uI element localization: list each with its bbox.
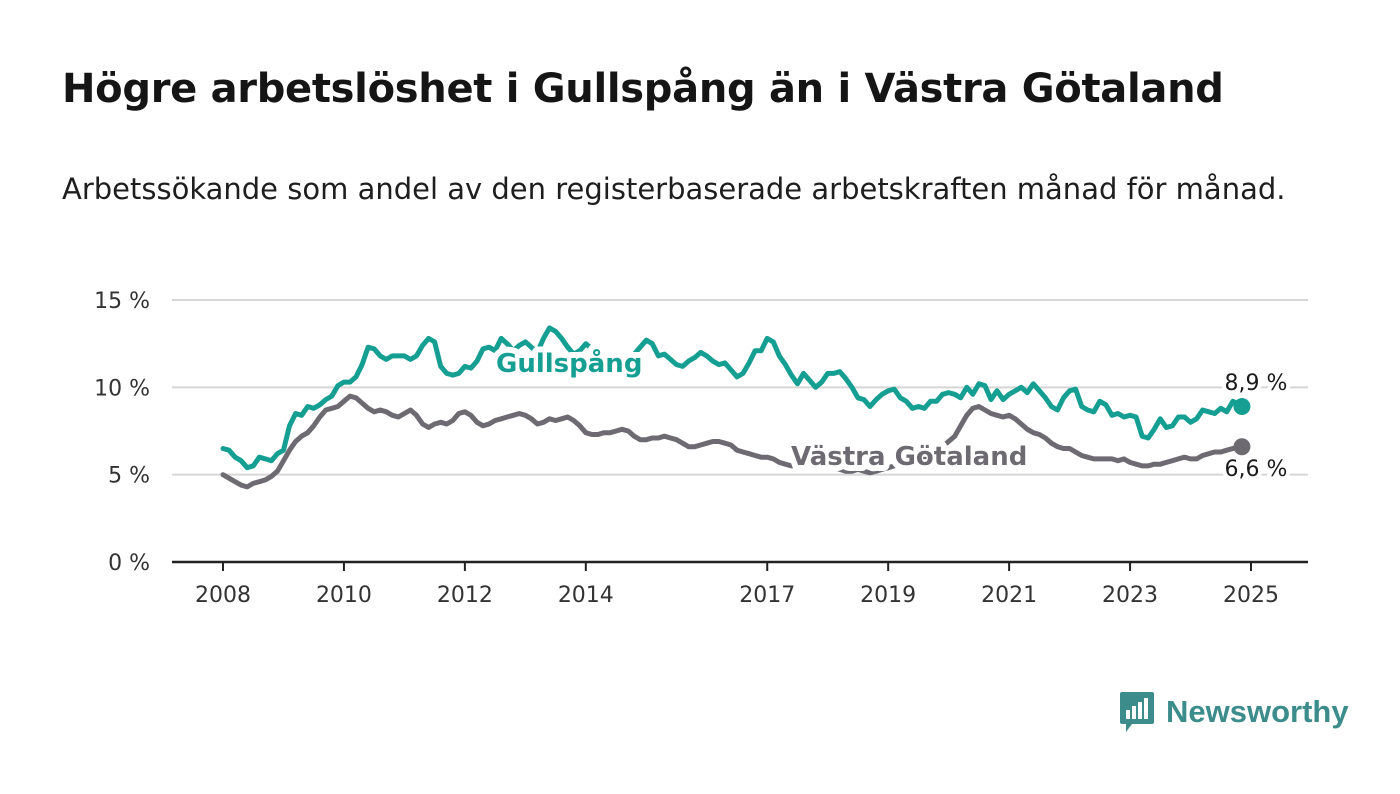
axes: 0 % 5 % 10 % 15 % 2008 2010 2012 2014 2017 2019 20… bbox=[94, 289, 1308, 608]
end-label-gullspang-halo: 8,9 % bbox=[1225, 371, 1288, 396]
x-tick-label: 2023 bbox=[1102, 583, 1158, 608]
y-tick-label: 10 % bbox=[94, 376, 150, 401]
series-lines bbox=[220, 325, 1251, 490]
y-tick-label: 0 % bbox=[108, 551, 150, 576]
series-label-vastra-gotaland-halo: Västra Götaland bbox=[791, 442, 1027, 472]
x-tick-label: 2017 bbox=[739, 583, 795, 608]
newsworthy-logo: Newsworthy bbox=[1118, 690, 1349, 734]
brand-name: Newsworthy bbox=[1166, 694, 1349, 729]
end-point-vastra-gotaland bbox=[1233, 438, 1251, 456]
x-tick-label: 2021 bbox=[981, 583, 1037, 608]
chart-subtitle: Arbetssökande som andel av den registerb… bbox=[62, 172, 1286, 206]
x-tick-label: 2010 bbox=[316, 583, 372, 608]
end-label-gullspang: 8,9 % bbox=[1225, 371, 1288, 396]
x-tick-label: 2019 bbox=[860, 583, 916, 608]
gridlines bbox=[172, 299, 1308, 476]
y-tick-label: 5 % bbox=[108, 464, 150, 489]
series-label-vastra-gotaland: Västra Götaland bbox=[791, 442, 1027, 472]
x-tick-label: 2008 bbox=[195, 583, 251, 608]
series-label-gullspang: Gullspång bbox=[496, 347, 642, 379]
end-label-vastra-gotaland-halo: 6,6 % bbox=[1225, 457, 1288, 482]
x-tick-label: 2014 bbox=[558, 583, 614, 608]
series-label-gullspang-halo: Gullspång bbox=[496, 347, 642, 379]
end-point-gullspang bbox=[1233, 398, 1251, 416]
x-tick-label: 2012 bbox=[437, 583, 493, 608]
bar-chart-speech-bubble-icon bbox=[1120, 692, 1154, 732]
y-tick-label: 15 % bbox=[94, 289, 150, 314]
series-line-gullspang bbox=[220, 325, 1245, 471]
x-tick-label: 2025 bbox=[1223, 583, 1279, 608]
series-line-vastra-gotaland bbox=[220, 393, 1245, 490]
chart-title: Högre arbetslöshet i Gullspång än i Väst… bbox=[62, 66, 1224, 112]
end-label-vastra-gotaland: 6,6 % bbox=[1225, 457, 1288, 482]
